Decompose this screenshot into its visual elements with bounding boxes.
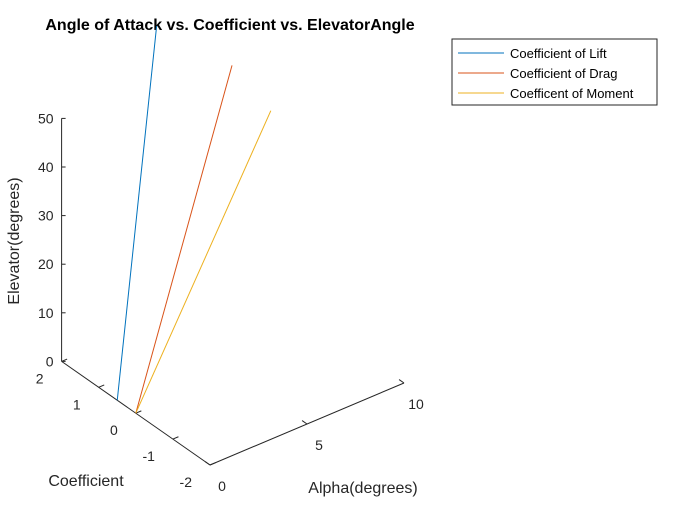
series-line-2	[135, 65, 233, 414]
y-tick-label: -1	[142, 448, 155, 464]
y-tick-mark	[209, 462, 216, 466]
z-tick-label: 20	[38, 256, 54, 272]
z-tick-label: 10	[38, 305, 54, 321]
series-line-1	[116, 25, 158, 401]
y-tick-label: 1	[73, 396, 81, 412]
legend: Coefficient of Lift Coefficient of Drag Co…	[451, 38, 658, 106]
y-axis-line	[61, 360, 211, 466]
x-tick-mark	[204, 461, 211, 466]
legend-label-3: Coefficent of Moment	[510, 86, 634, 101]
y-tick-mark	[135, 410, 142, 414]
z-axis-label: Elevator(degrees)	[6, 177, 23, 304]
series-line-3	[135, 110, 272, 414]
x-axis-label: Alpha(degrees)	[308, 480, 417, 497]
x-tick-mark	[398, 379, 405, 384]
z-tick-label: 50	[38, 110, 54, 126]
legend-label-1: Coefficient of Lift	[510, 46, 607, 61]
y-tick-mark	[172, 436, 179, 440]
z-tick-label: 0	[46, 353, 54, 369]
z-tick-label: 40	[38, 159, 54, 175]
x-tick-label: 10	[408, 396, 424, 412]
x-tick-label: 5	[315, 437, 323, 453]
y-axis-label: Coefficient	[48, 473, 124, 490]
chart-title: Angle of Attack vs. Coefficient vs. Elev…	[45, 17, 414, 34]
x-tick-mark	[301, 420, 308, 425]
series-lines	[116, 25, 272, 414]
axes	[61, 118, 405, 466]
legend-box	[451, 38, 658, 106]
z-tick-label: 30	[38, 208, 54, 224]
y-tick-label: -2	[180, 474, 193, 490]
y-tick-label: 2	[36, 370, 44, 386]
y-tick-mark	[98, 384, 105, 388]
y-tick-label: 0	[110, 422, 118, 438]
legend-label-2: Coefficient of Drag	[510, 66, 617, 81]
x-tick-label: 0	[218, 478, 226, 494]
